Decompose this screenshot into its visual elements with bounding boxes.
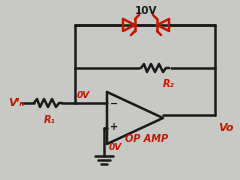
Text: +: +	[110, 122, 118, 132]
Text: R₁: R₁	[44, 115, 56, 125]
Text: Vo: Vo	[218, 123, 234, 133]
Text: −: −	[110, 99, 118, 109]
Text: R₂: R₂	[163, 79, 175, 89]
Text: 0V: 0V	[76, 91, 90, 100]
Text: Vᴵₙ: Vᴵₙ	[8, 98, 24, 108]
Text: 10V: 10V	[135, 6, 157, 16]
Text: 0V: 0V	[109, 143, 122, 152]
Text: OP AMP: OP AMP	[126, 134, 168, 144]
